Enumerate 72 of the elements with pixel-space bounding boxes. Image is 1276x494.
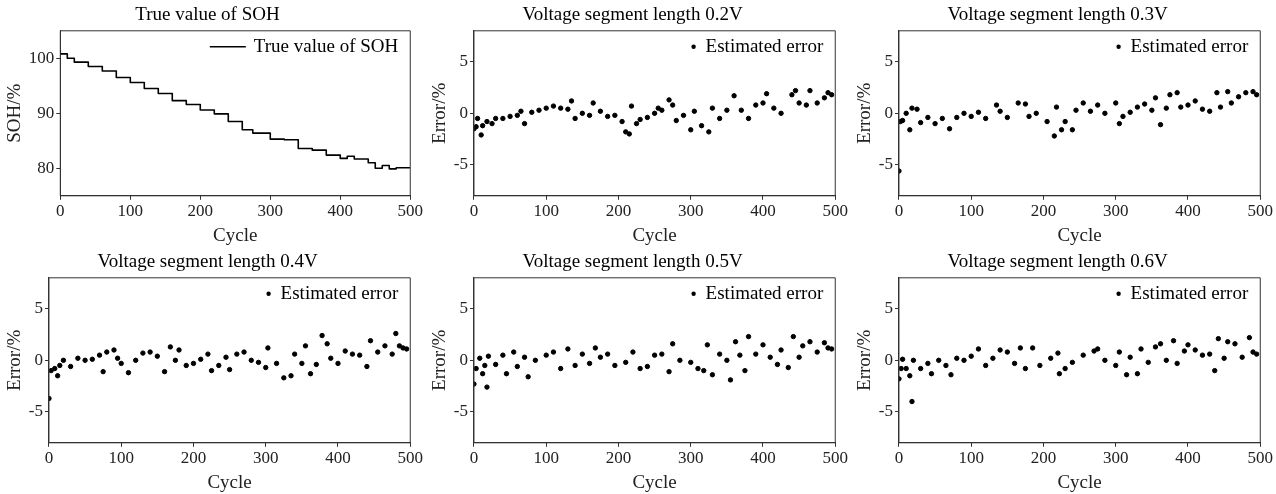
y-axis-title: SOH/%	[3, 83, 25, 143]
y-axis-title: Error/%	[3, 329, 25, 391]
x-tick-label: 400	[750, 448, 776, 468]
x-tick-label: 100	[117, 201, 144, 221]
x-tick-label: 500	[397, 448, 423, 468]
x-tick-label: 400	[750, 201, 776, 221]
y-tick-label: 90	[37, 102, 55, 122]
x-tick-label: 200	[1030, 201, 1057, 221]
x-tick-label: 300	[1102, 201, 1129, 221]
text: Estimated error	[1130, 281, 1249, 303]
x-tick-label: 200	[605, 201, 632, 221]
chart-title: Voltage segment length 0.4V	[97, 250, 318, 272]
x-axis-title: Cycle	[1057, 470, 1102, 492]
legend-label: True value of SOH	[253, 34, 399, 56]
y-tick-label: 0	[459, 349, 468, 369]
x-tick-label: 100	[533, 448, 559, 468]
y-tick-label: 5	[459, 51, 468, 71]
x-tick-label: 100	[533, 201, 559, 221]
chart-title: Voltage segment length 0.5V	[522, 250, 743, 272]
x-tick-label: 500	[1247, 201, 1273, 221]
y-tick-label: -5	[453, 401, 468, 421]
x-axis-title: Cycle	[213, 223, 258, 245]
x-tick-label: 400	[327, 201, 354, 221]
x-tick-label: 100	[958, 201, 984, 221]
x-tick-label: 200	[605, 448, 632, 468]
y-axis-title: Error/%	[428, 82, 450, 144]
x-tick-label: 500	[822, 448, 848, 468]
x-tick-label: 500	[1247, 448, 1273, 468]
chart-title: Voltage segment length 0.2V	[522, 3, 743, 25]
x-tick-label: 500	[397, 201, 423, 221]
y-tick-label: 5	[884, 298, 893, 318]
y-axis-title: Error/%	[853, 82, 875, 144]
x-tick-label: 100	[108, 448, 134, 468]
x-tick-label: 300	[252, 448, 279, 468]
x-tick-label: 200	[187, 201, 214, 221]
x-tick-label: 300	[677, 201, 704, 221]
y-axis-title: Error/%	[428, 329, 450, 391]
y-tick-label: -5	[878, 154, 893, 174]
y-tick-label: 100	[28, 47, 55, 67]
x-tick-label: 400	[1175, 201, 1201, 221]
chart-title: Voltage segment length 0.3V	[947, 3, 1168, 25]
x-tick-label: 100	[958, 448, 984, 468]
y-tick-label: 0	[884, 349, 893, 369]
y-tick-label: -5	[878, 401, 893, 421]
y-tick-label: 0	[459, 102, 468, 122]
text: Estimated error	[1130, 34, 1249, 56]
x-tick-label: 400	[1175, 448, 1201, 468]
y-tick-label: -5	[453, 154, 468, 174]
x-axis-title: Cycle	[632, 223, 677, 245]
x-axis-title: Cycle	[207, 470, 252, 492]
chart-title: Voltage segment length 0.6V	[947, 250, 1168, 272]
x-tick-label: 400	[325, 448, 351, 468]
text: Estimated error	[705, 34, 824, 56]
x-tick-label: 300	[257, 201, 284, 221]
x-tick-label: 200	[1030, 448, 1057, 468]
x-tick-label: 300	[677, 448, 704, 468]
x-axis-title: Cycle	[1057, 223, 1102, 245]
y-tick-label: 0	[884, 102, 893, 122]
y-tick-label: 5	[34, 298, 43, 318]
text: Estimated error	[280, 281, 399, 303]
x-tick-label: 200	[180, 448, 207, 468]
x-axis-title: Cycle	[632, 470, 677, 492]
y-tick-label: 80	[37, 157, 55, 177]
chart-title: True value of SOH	[135, 3, 280, 25]
x-tick-label: 500	[822, 201, 848, 221]
y-tick-label: 5	[884, 51, 893, 71]
y-axis-title: Error/%	[853, 329, 875, 391]
y-tick-label: -5	[28, 401, 43, 421]
text: Estimated error	[705, 281, 824, 303]
y-tick-label: 0	[34, 349, 43, 369]
x-tick-label: 300	[1102, 448, 1129, 468]
y-tick-label: 5	[459, 298, 468, 318]
